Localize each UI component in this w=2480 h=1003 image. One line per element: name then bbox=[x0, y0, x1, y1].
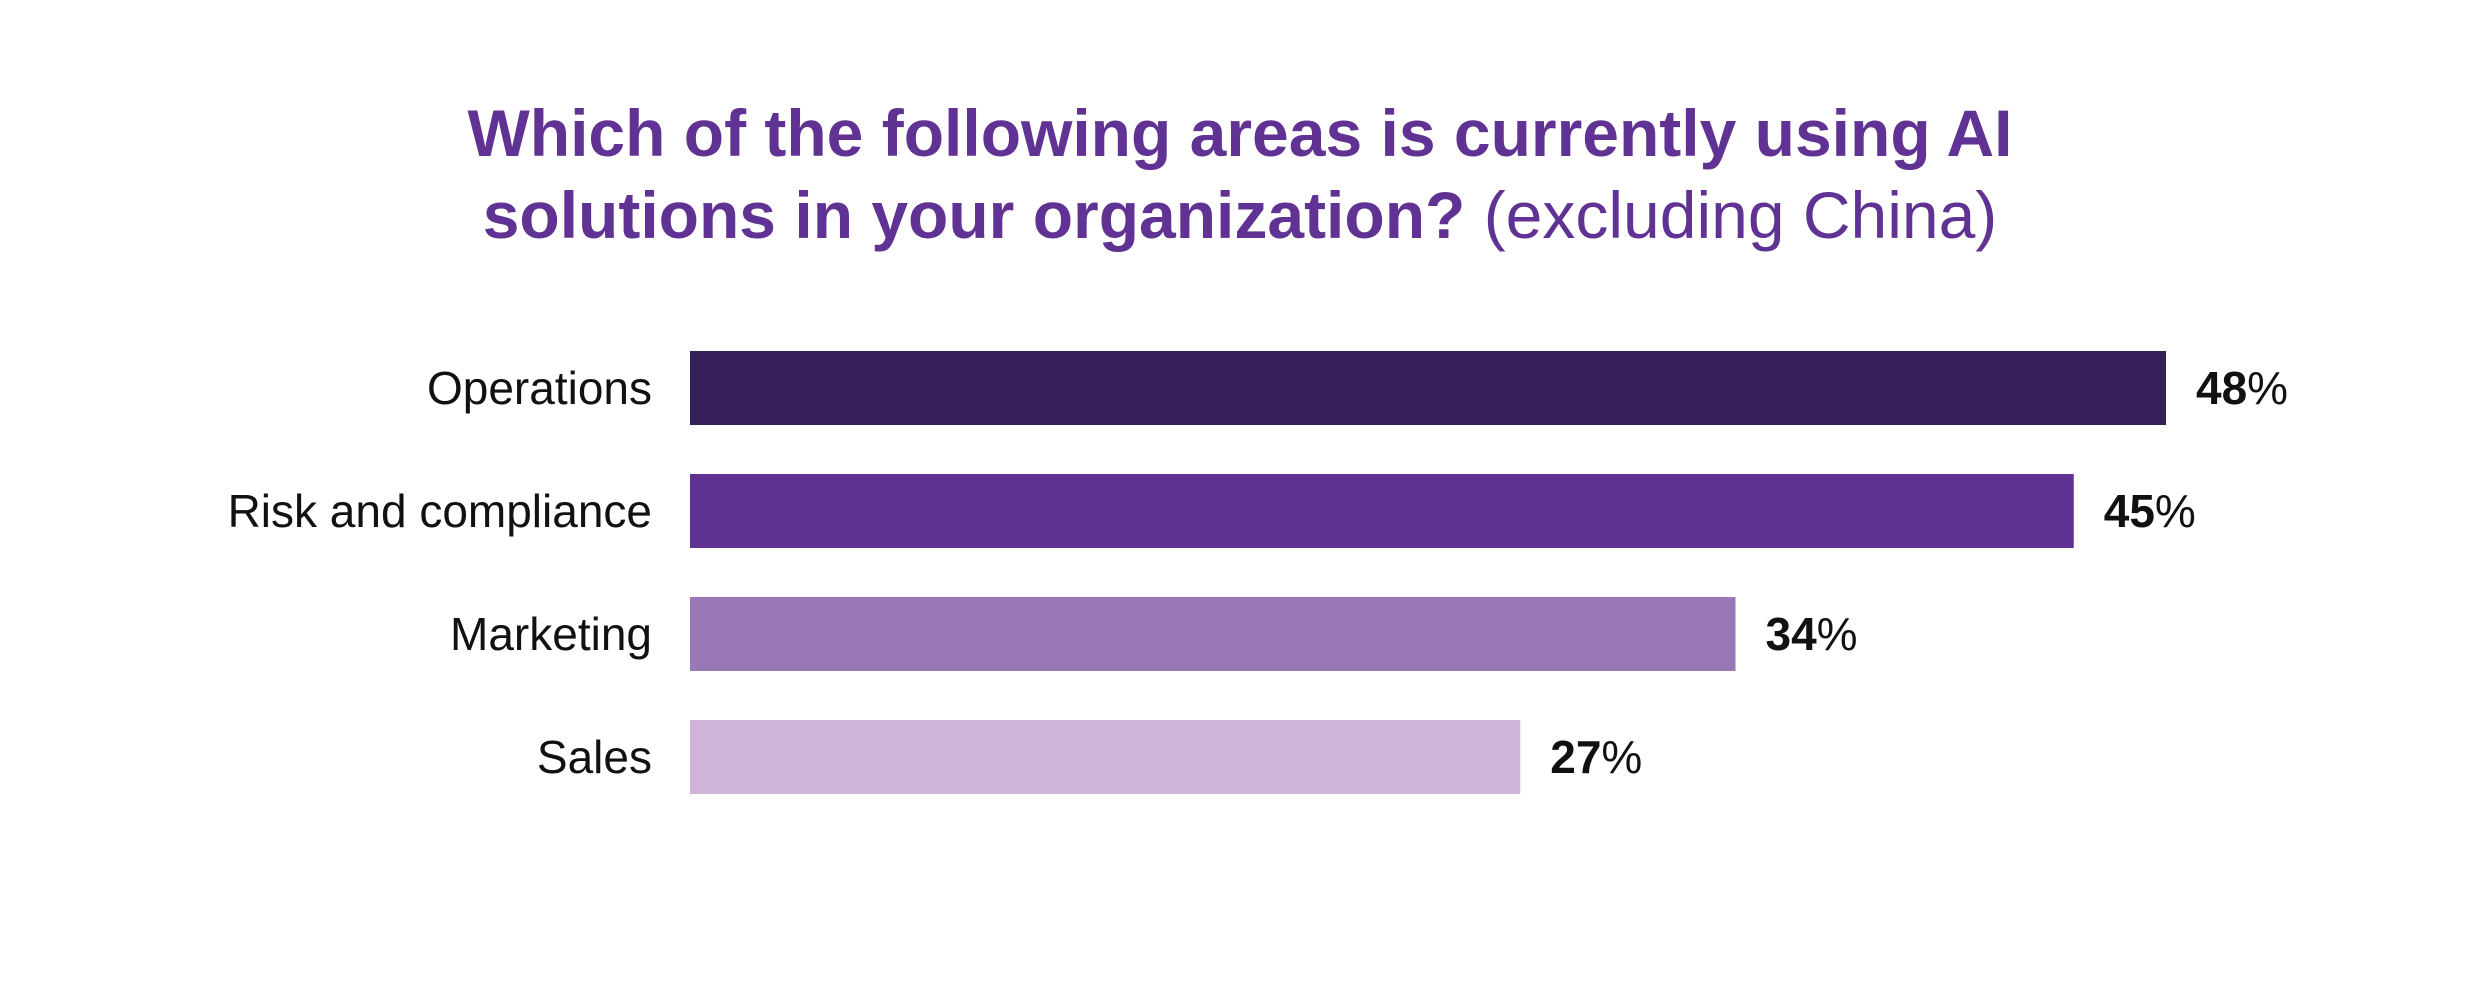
category-label-operations: Operations bbox=[427, 362, 652, 414]
value-label-operations: 48% bbox=[2196, 362, 2288, 414]
chart-title: Which of the following areas is currentl… bbox=[0, 92, 2480, 256]
bar-marketing bbox=[690, 597, 1736, 671]
bar-operations bbox=[690, 351, 2166, 425]
value-number: 48 bbox=[2196, 362, 2247, 414]
value-number: 27 bbox=[1550, 731, 1601, 783]
value-percent-sign: % bbox=[2155, 485, 2196, 537]
value-label-sales: 27% bbox=[1550, 731, 1642, 783]
value-percent-sign: % bbox=[1817, 608, 1858, 660]
value-label-marketing: 34% bbox=[1766, 608, 1858, 660]
title-line-1: Which of the following areas is currentl… bbox=[467, 96, 2013, 170]
value-percent-sign: % bbox=[2247, 362, 2288, 414]
bar-risk-and-compliance bbox=[690, 474, 2074, 548]
category-label-risk-and-compliance: Risk and compliance bbox=[228, 485, 652, 537]
value-percent-sign: % bbox=[1601, 731, 1642, 783]
category-label-marketing: Marketing bbox=[450, 608, 652, 660]
value-number: 45 bbox=[2104, 485, 2155, 537]
category-label-sales: Sales bbox=[537, 731, 652, 783]
bar-sales bbox=[690, 720, 1521, 794]
title-qualifier: (excluding China) bbox=[1483, 178, 1998, 252]
value-number: 34 bbox=[1766, 608, 1818, 660]
title-line-2: solutions in your organization? bbox=[482, 178, 1466, 252]
value-label-risk-and-compliance: 45% bbox=[2104, 485, 2196, 537]
